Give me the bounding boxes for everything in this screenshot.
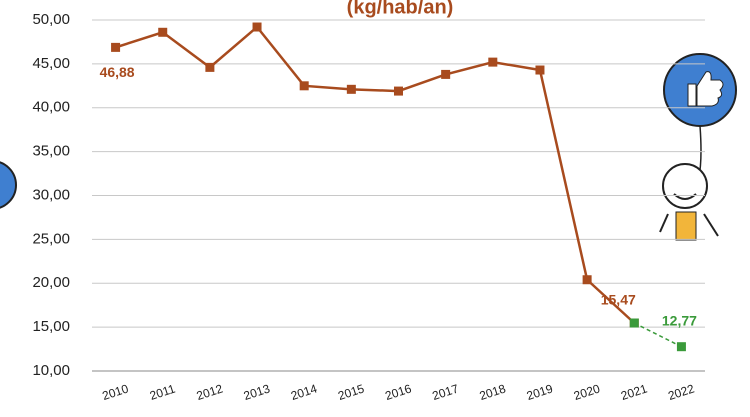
- x-tick-label: 2011: [148, 381, 177, 402]
- point: [629, 318, 639, 328]
- y-tick-label: 15,00: [32, 318, 70, 335]
- y-tick-label: 20,00: [32, 274, 70, 291]
- y-tick-label: 40,00: [32, 99, 70, 116]
- point: [488, 57, 498, 67]
- x-tick-label: 2015: [336, 381, 366, 403]
- point: [441, 69, 451, 79]
- series-line: [115, 25, 636, 324]
- x-tick-label: 2022: [666, 381, 696, 403]
- point: [299, 81, 309, 91]
- series-line: [633, 322, 682, 348]
- x-tick-label: 2013: [242, 381, 272, 403]
- y-tick-label: 30,00: [32, 186, 70, 203]
- y-tick-label: 10,00: [32, 362, 70, 379]
- y-tick-label: 35,00: [32, 143, 70, 160]
- x-tick-label: 2014: [289, 381, 319, 403]
- data-label: 12,77: [662, 312, 697, 328]
- point: [535, 65, 545, 75]
- point: [205, 62, 215, 72]
- data-label: 46,88: [100, 64, 135, 80]
- x-tick-label: 2012: [195, 381, 225, 403]
- point: [158, 27, 168, 37]
- decoration: [0, 53, 737, 241]
- point: [252, 22, 262, 32]
- x-tick-label: 2019: [525, 381, 555, 403]
- x-tick-label: 2016: [383, 381, 413, 403]
- point: [111, 42, 121, 52]
- y-tick-label: 25,00: [32, 230, 70, 247]
- point: [394, 86, 403, 96]
- x-tick-label: 2017: [431, 381, 461, 403]
- point: [346, 84, 356, 94]
- chart-title: (kg/hab/an): [347, 0, 454, 18]
- x-tick-label: 2021: [619, 381, 649, 403]
- data-label: 15,47: [601, 292, 636, 308]
- y-tick-label: 50,00: [32, 11, 70, 28]
- point: [582, 275, 592, 285]
- point: [676, 342, 686, 352]
- x-tick-label: 2020: [572, 381, 602, 403]
- x-tick-label: 2018: [478, 381, 508, 403]
- x-tick-label: 2010: [100, 381, 130, 403]
- y-tick-label: 45,00: [32, 55, 70, 72]
